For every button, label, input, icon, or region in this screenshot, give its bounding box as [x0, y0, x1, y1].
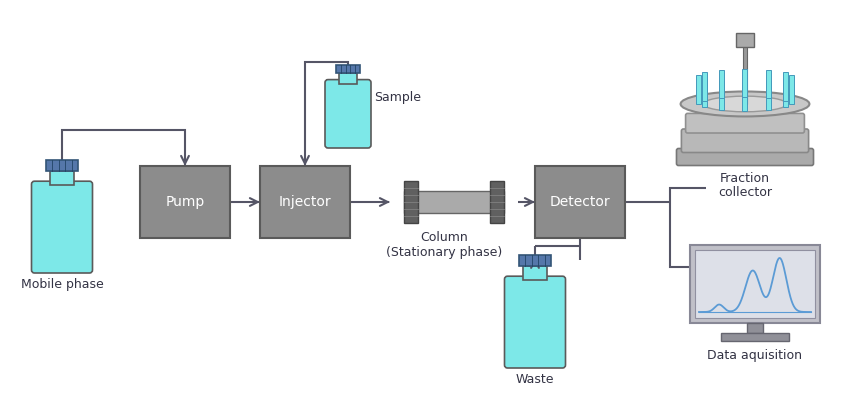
- FancyBboxPatch shape: [535, 166, 625, 238]
- Bar: [722, 333, 789, 341]
- Bar: [696, 75, 701, 104]
- Bar: [719, 81, 724, 110]
- Bar: [719, 70, 724, 98]
- Text: Data aquisition: Data aquisition: [707, 349, 803, 362]
- FancyBboxPatch shape: [325, 80, 371, 148]
- Bar: [766, 81, 771, 110]
- Bar: [789, 75, 794, 104]
- FancyBboxPatch shape: [685, 114, 804, 133]
- Bar: [782, 79, 787, 107]
- Text: Waste: Waste: [516, 373, 555, 386]
- Text: Pump: Pump: [165, 195, 204, 209]
- Bar: [50, 171, 74, 185]
- Bar: [702, 72, 707, 100]
- FancyBboxPatch shape: [260, 166, 350, 238]
- Bar: [490, 181, 504, 223]
- FancyBboxPatch shape: [681, 129, 809, 152]
- Text: Sample: Sample: [374, 90, 421, 104]
- Bar: [736, 33, 754, 47]
- Bar: [747, 323, 763, 333]
- Text: Mobile phase: Mobile phase: [20, 278, 103, 291]
- Bar: [695, 250, 815, 318]
- Text: Fraction
collector: Fraction collector: [718, 172, 772, 200]
- Text: Column
(Stationary phase): Column (Stationary phase): [386, 231, 502, 259]
- Bar: [404, 181, 418, 223]
- Bar: [404, 191, 504, 213]
- Bar: [339, 73, 357, 84]
- Bar: [782, 72, 787, 100]
- Bar: [766, 70, 771, 98]
- Ellipse shape: [680, 92, 809, 116]
- FancyBboxPatch shape: [677, 148, 814, 166]
- Bar: [743, 40, 747, 104]
- Text: Injector: Injector: [279, 195, 332, 209]
- FancyBboxPatch shape: [505, 276, 565, 368]
- Bar: [743, 82, 748, 111]
- Bar: [522, 266, 548, 280]
- Text: Detector: Detector: [549, 195, 610, 209]
- Bar: [743, 69, 748, 97]
- Bar: [336, 65, 360, 73]
- Bar: [519, 255, 551, 266]
- FancyBboxPatch shape: [690, 245, 820, 323]
- FancyBboxPatch shape: [31, 181, 93, 273]
- Ellipse shape: [703, 96, 787, 112]
- Bar: [702, 79, 707, 107]
- FancyBboxPatch shape: [140, 166, 230, 238]
- Bar: [46, 160, 78, 171]
